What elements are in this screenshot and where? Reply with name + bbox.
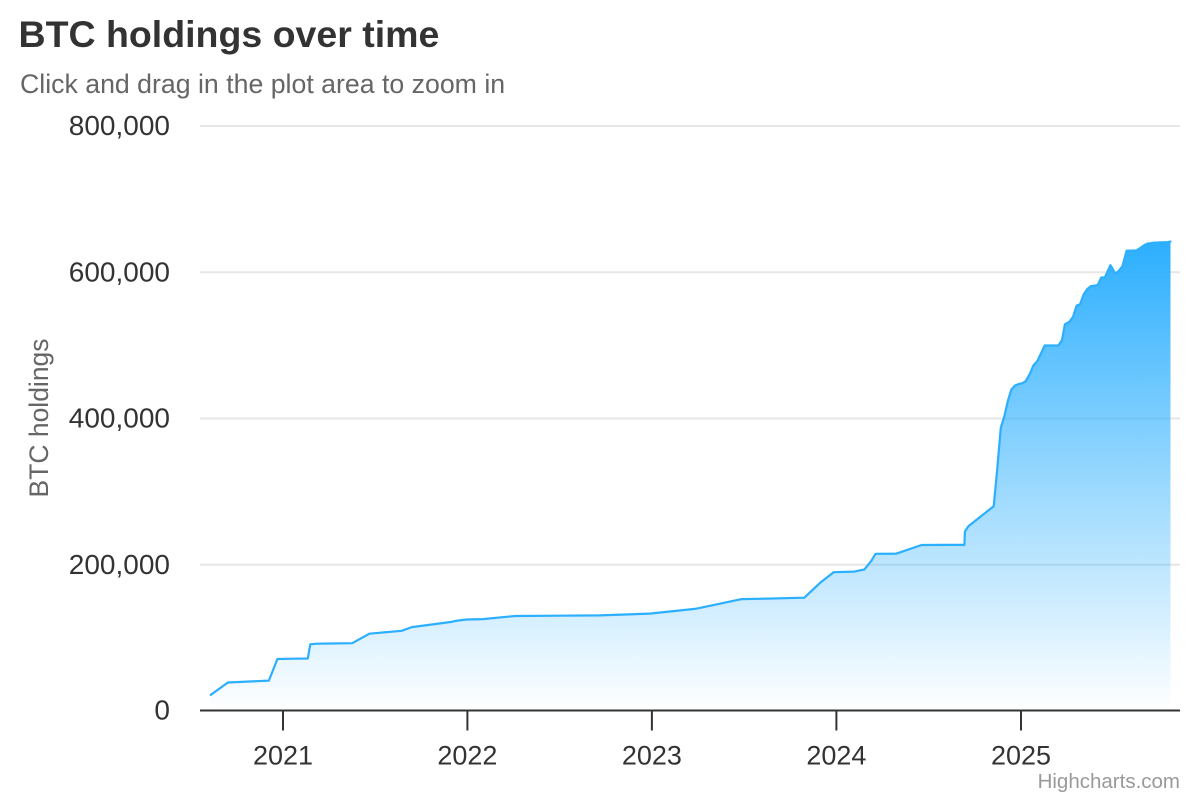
svg-text:2025: 2025 [991,741,1051,771]
svg-text:Highcharts.com: Highcharts.com [1038,770,1180,793]
svg-text:2024: 2024 [806,741,866,771]
svg-text:BTC holdings: BTC holdings [24,338,54,497]
svg-text:2022: 2022 [437,741,497,771]
svg-text:Click and drag in the plot are: Click and drag in the plot area to zoom … [20,69,505,99]
svg-text:400,000: 400,000 [69,403,170,434]
svg-text:800,000: 800,000 [69,110,170,141]
svg-text:BTC holdings over time: BTC holdings over time [19,13,440,55]
svg-text:600,000: 600,000 [69,256,170,287]
svg-text:2023: 2023 [622,741,682,771]
svg-text:2021: 2021 [253,741,313,771]
svg-text:0: 0 [154,695,170,726]
svg-text:200,000: 200,000 [69,549,170,580]
